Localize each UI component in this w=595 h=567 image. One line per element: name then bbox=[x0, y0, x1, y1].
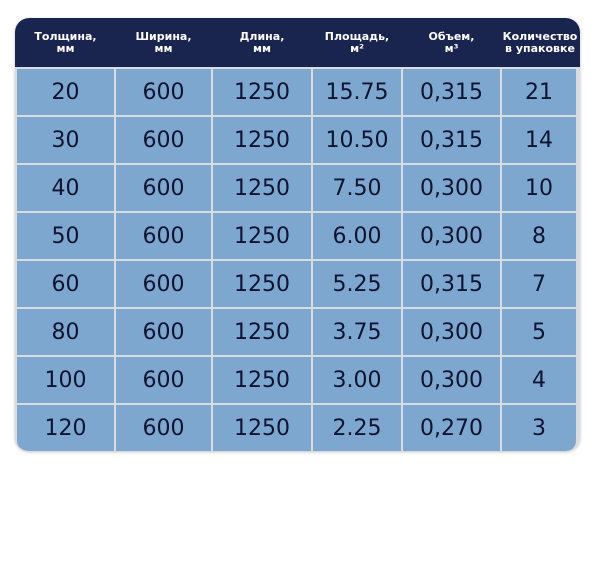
spec-table-card: Толщина, мм Ширина, мм Длина, мм Площадь… bbox=[15, 18, 580, 451]
table-row: 20 600 1250 15.75 0,315 21 bbox=[17, 69, 576, 115]
header-area: Площадь, м² bbox=[324, 29, 390, 55]
header-volume: Объем, м³ bbox=[428, 29, 475, 55]
cell-width: 600 bbox=[116, 69, 211, 115]
cell-quantity: 4 bbox=[502, 357, 576, 403]
cell-volume: 0,300 bbox=[403, 213, 500, 259]
cell-volume: 0,300 bbox=[403, 357, 500, 403]
table-row: 100 600 1250 3.00 0,300 4 bbox=[17, 357, 576, 403]
cell-quantity: 5 bbox=[502, 309, 576, 355]
cell-thickness: 120 bbox=[17, 405, 114, 451]
cell-quantity: 10 bbox=[502, 165, 576, 211]
table-row: 30 600 1250 10.50 0,315 14 bbox=[17, 117, 576, 163]
cell-area: 6.00 bbox=[313, 213, 401, 259]
cell-thickness: 50 bbox=[17, 213, 114, 259]
cell-thickness: 80 bbox=[17, 309, 114, 355]
cell-length: 1250 bbox=[213, 261, 311, 307]
cell-area: 2.25 bbox=[313, 405, 401, 451]
cell-area: 10.50 bbox=[313, 117, 401, 163]
cell-quantity: 8 bbox=[502, 213, 576, 259]
cell-width: 600 bbox=[116, 117, 211, 163]
cell-width: 600 bbox=[116, 405, 211, 451]
cell-thickness: 60 bbox=[17, 261, 114, 307]
cell-volume: 0,300 bbox=[403, 309, 500, 355]
table-row: 40 600 1250 7.50 0,300 10 bbox=[17, 165, 576, 211]
cell-width: 600 bbox=[116, 357, 211, 403]
header-thickness: Толщина, мм bbox=[34, 29, 97, 55]
cell-thickness: 40 bbox=[17, 165, 114, 211]
header-length: Длина, мм bbox=[239, 29, 285, 55]
table-row: 50 600 1250 6.00 0,300 8 bbox=[17, 213, 576, 259]
cell-width: 600 bbox=[116, 309, 211, 355]
cell-area: 15.75 bbox=[313, 69, 401, 115]
table-row: 80 600 1250 3.75 0,300 5 bbox=[17, 309, 576, 355]
header-width: Ширина, мм bbox=[135, 29, 192, 55]
cell-length: 1250 bbox=[213, 357, 311, 403]
cell-length: 1250 bbox=[213, 165, 311, 211]
cell-area: 7.50 bbox=[313, 165, 401, 211]
cell-area: 5.25 bbox=[313, 261, 401, 307]
table-row: 120 600 1250 2.25 0,270 3 bbox=[17, 405, 576, 451]
cell-width: 600 bbox=[116, 213, 211, 259]
cell-area: 3.00 bbox=[313, 357, 401, 403]
cell-length: 1250 bbox=[213, 213, 311, 259]
cell-quantity: 3 bbox=[502, 405, 576, 451]
table-header: Толщина, мм Ширина, мм Длина, мм Площадь… bbox=[15, 18, 580, 67]
cell-volume: 0,300 bbox=[403, 165, 500, 211]
table-row: 60 600 1250 5.25 0,315 7 bbox=[17, 261, 576, 307]
cell-width: 600 bbox=[116, 165, 211, 211]
cell-quantity: 14 bbox=[502, 117, 576, 163]
cell-width: 600 bbox=[116, 261, 211, 307]
cell-thickness: 20 bbox=[17, 69, 114, 115]
cell-thickness: 100 bbox=[17, 357, 114, 403]
cell-thickness: 30 bbox=[17, 117, 114, 163]
cell-length: 1250 bbox=[213, 309, 311, 355]
cell-quantity: 21 bbox=[502, 69, 576, 115]
cell-area: 3.75 bbox=[313, 309, 401, 355]
cell-volume: 0,315 bbox=[403, 117, 500, 163]
header-quantity: Количество в упаковке bbox=[502, 29, 578, 55]
cell-length: 1250 bbox=[213, 405, 311, 451]
cell-volume: 0,270 bbox=[403, 405, 500, 451]
cell-length: 1250 bbox=[213, 69, 311, 115]
cell-volume: 0,315 bbox=[403, 69, 500, 115]
cell-length: 1250 bbox=[213, 117, 311, 163]
cell-volume: 0,315 bbox=[403, 261, 500, 307]
cell-quantity: 7 bbox=[502, 261, 576, 307]
